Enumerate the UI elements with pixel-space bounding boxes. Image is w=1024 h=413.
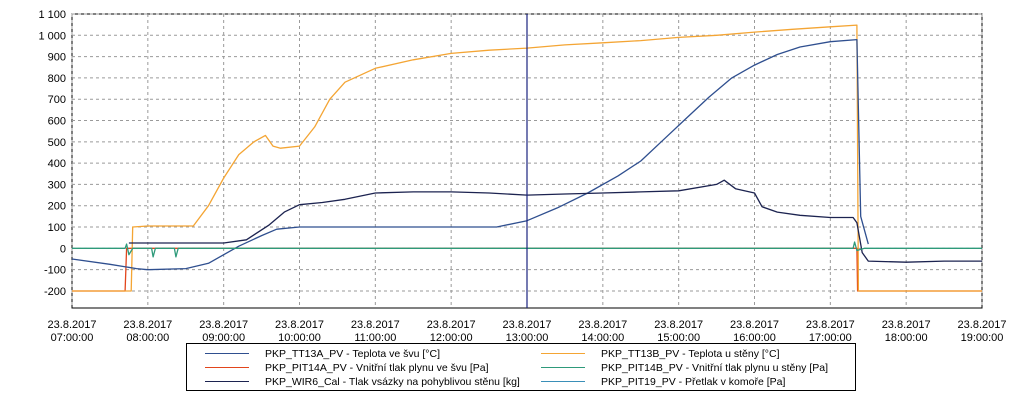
- x-tick-time: 18:00:00: [885, 332, 928, 344]
- x-tick-date: 23.8.2017: [503, 319, 552, 331]
- y-tick-label: 900: [48, 52, 66, 64]
- x-tick-date: 23.8.2017: [199, 319, 248, 331]
- x-tick-date: 23.8.2017: [958, 319, 1007, 331]
- x-tick-time: 13:00:00: [506, 332, 549, 344]
- legend-item-tt13b: PKP_TT13B_PV - Teplota u stěny [°C]: [537, 347, 857, 361]
- x-tick-date: 23.8.2017: [882, 319, 931, 331]
- x-tick-time: 10:00:00: [278, 332, 321, 344]
- y-tick-label: 1 000: [38, 30, 66, 42]
- legend-label-pit14b: PKP_PIT14B_PV - Vnitřní tlak plynu u stě…: [601, 362, 829, 374]
- x-tick-date: 23.8.2017: [351, 319, 400, 331]
- legend-item-pit14b: PKP_PIT14B_PV - Vnitřní tlak plynu u stě…: [537, 361, 857, 375]
- x-axis-ticks: 23.8.201707:00:0023.8.201708:00:0023.8.2…: [48, 319, 1007, 344]
- x-tick-date: 23.8.2017: [578, 319, 627, 331]
- x-tick-date: 23.8.2017: [730, 319, 779, 331]
- y-tick-label: 800: [48, 73, 66, 85]
- y-tick-label: 700: [48, 94, 66, 106]
- grid-layer: [71, 13, 983, 308]
- legend-label-pit14a: PKP_PIT14A_PV - Vnitřní tlak plynu ve šv…: [265, 362, 489, 374]
- y-tick-label: 1 100: [38, 9, 66, 21]
- legend-swatch-pit19: [541, 381, 585, 382]
- x-tick-time: 07:00:00: [51, 332, 94, 344]
- x-tick-time: 17:00:00: [809, 332, 852, 344]
- legend-swatch-tt13b: [541, 353, 585, 354]
- legend-swatch-pit14b: [541, 367, 585, 368]
- x-tick-date: 23.8.2017: [48, 319, 97, 331]
- y-tick-label: 500: [48, 137, 66, 149]
- series-line-3: [72, 241, 982, 258]
- legend-item-pit14a: PKP_PIT14A_PV - Vnitřní tlak plynu ve šv…: [201, 361, 521, 375]
- y-tick-label: 200: [48, 201, 66, 213]
- x-tick-date: 23.8.2017: [275, 319, 324, 331]
- x-tick-time: 16:00:00: [733, 332, 776, 344]
- y-tick-label: 600: [48, 116, 66, 128]
- x-tick-time: 09:00:00: [202, 332, 245, 344]
- series-line-1: [72, 24, 982, 292]
- legend-label-tt13b: PKP_TT13B_PV - Teplota u stěny [°C]: [601, 348, 780, 360]
- x-tick-date: 23.8.2017: [806, 319, 855, 331]
- x-tick-date: 23.8.2017: [123, 319, 172, 331]
- legend-label-pit19: PKP_PIT19_PV - Přetlak v komoře [Pa]: [601, 376, 786, 388]
- legend-label-tt13a: PKP_TT13A_PV - Teplota ve švu [°C]: [265, 348, 441, 360]
- series-line-4: [128, 179, 982, 263]
- x-tick-time: 12:00:00: [430, 332, 473, 344]
- series-line-0: [71, 38, 869, 271]
- y-tick-label: 100: [48, 222, 66, 234]
- legend: PKP_TT13A_PV - Teplota ve švu [°C] PKP_T…: [186, 343, 856, 391]
- x-tick-time: 11:00:00: [354, 332, 396, 344]
- y-tick-label: -200: [44, 286, 66, 298]
- x-tick-time: 14:00:00: [581, 332, 624, 344]
- y-tick-label: 400: [48, 158, 66, 170]
- legend-swatch-wir6: [205, 381, 249, 382]
- legend-label-wir6: PKP_WIR6_Cal - Tlak vsázky na pohyblivou…: [265, 376, 520, 388]
- legend-item-pit19: PKP_PIT19_PV - Přetlak v komoře [Pa]: [537, 375, 857, 389]
- y-tick-label: -100: [44, 265, 66, 277]
- y-tick-label: 300: [48, 179, 66, 191]
- x-tick-time: 08:00:00: [126, 332, 169, 344]
- series-layer: [71, 24, 982, 292]
- x-tick-time: 19:00:00: [961, 332, 1004, 344]
- x-tick-date: 23.8.2017: [427, 319, 476, 331]
- legend-swatch-tt13a: [205, 353, 249, 354]
- legend-swatch-pit14a: [205, 367, 249, 368]
- legend-item-wir6: PKP_WIR6_Cal - Tlak vsázky na pohyblivou…: [201, 375, 521, 389]
- legend-item-tt13a: PKP_TT13A_PV - Teplota ve švu [°C]: [201, 347, 521, 361]
- x-tick-date: 23.8.2017: [654, 319, 703, 331]
- y-tick-label: 0: [60, 243, 66, 255]
- x-tick-time: 15:00:00: [657, 332, 700, 344]
